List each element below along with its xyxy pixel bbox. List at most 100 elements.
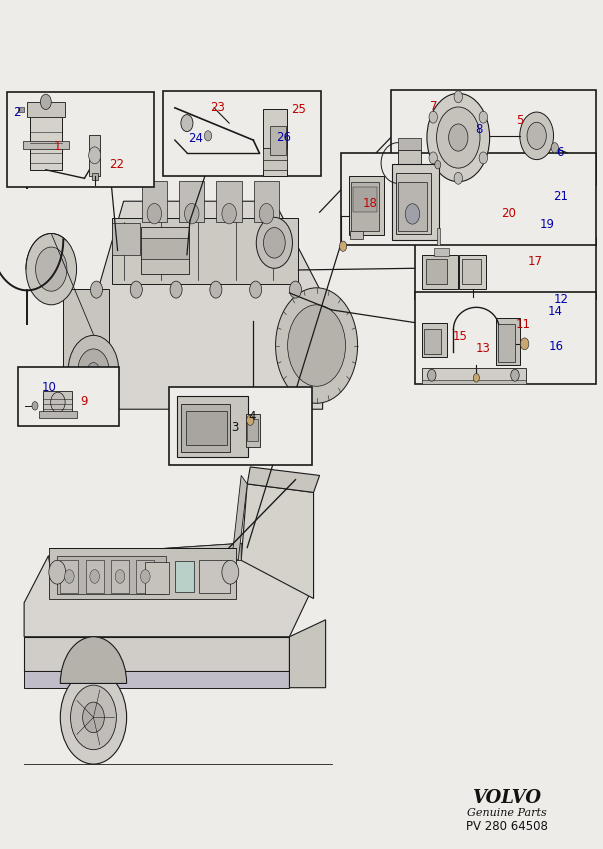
Wedge shape	[60, 637, 127, 683]
Bar	[92, 173, 98, 180]
Circle shape	[68, 335, 119, 407]
Circle shape	[454, 172, 463, 184]
Circle shape	[115, 570, 125, 583]
Text: 19: 19	[540, 218, 554, 232]
Circle shape	[36, 247, 67, 291]
Circle shape	[222, 204, 236, 224]
Text: 13: 13	[476, 341, 491, 355]
Bar	[263, 109, 287, 149]
Bar	[415, 238, 596, 299]
Circle shape	[454, 91, 463, 103]
Text: 5: 5	[516, 114, 523, 127]
Bar	[49, 548, 236, 599]
Bar	[39, 411, 77, 418]
Circle shape	[276, 288, 358, 403]
Polygon shape	[112, 218, 298, 284]
Bar	[163, 91, 321, 176]
Bar	[247, 419, 258, 441]
Bar	[263, 148, 287, 163]
Bar	[398, 138, 421, 150]
Circle shape	[435, 160, 441, 169]
Circle shape	[90, 570, 99, 583]
Circle shape	[89, 147, 101, 164]
Text: 20: 20	[501, 207, 516, 221]
Bar	[142, 181, 167, 222]
Bar	[437, 228, 440, 245]
Bar	[60, 560, 78, 593]
Text: 16: 16	[549, 340, 563, 353]
Polygon shape	[247, 467, 320, 492]
Circle shape	[65, 570, 74, 583]
Bar	[145, 562, 169, 594]
Circle shape	[527, 122, 546, 149]
Polygon shape	[232, 475, 247, 560]
Bar	[263, 160, 287, 170]
Text: 26: 26	[276, 131, 291, 144]
Text: 10: 10	[42, 381, 57, 395]
Bar	[175, 561, 194, 592]
Bar	[422, 368, 526, 382]
Text: 24: 24	[189, 132, 203, 145]
Circle shape	[264, 228, 285, 258]
Bar	[462, 259, 481, 284]
Circle shape	[429, 111, 437, 123]
Bar	[18, 107, 24, 112]
Bar	[398, 150, 421, 176]
Bar	[141, 228, 189, 274]
Text: 25: 25	[291, 103, 306, 116]
Polygon shape	[289, 620, 326, 688]
Circle shape	[40, 94, 51, 110]
Circle shape	[511, 369, 519, 381]
Circle shape	[26, 233, 77, 305]
Circle shape	[551, 143, 558, 153]
Bar	[349, 176, 384, 235]
Bar	[459, 255, 486, 289]
Bar	[169, 387, 312, 465]
Bar	[398, 182, 427, 231]
Circle shape	[147, 204, 162, 224]
Bar	[422, 323, 447, 357]
Text: 2: 2	[13, 105, 21, 119]
Circle shape	[78, 349, 109, 393]
Bar	[7, 92, 154, 187]
Polygon shape	[24, 637, 289, 671]
Text: 21: 21	[554, 190, 568, 204]
Bar	[254, 181, 279, 222]
Circle shape	[479, 152, 488, 164]
Bar	[353, 187, 377, 212]
Bar	[216, 181, 242, 222]
Text: VOLVO: VOLVO	[472, 789, 541, 807]
Circle shape	[87, 363, 99, 380]
Circle shape	[250, 281, 262, 298]
Bar	[496, 318, 520, 365]
Bar	[57, 556, 166, 594]
Circle shape	[405, 204, 420, 224]
Circle shape	[210, 281, 222, 298]
Circle shape	[71, 685, 116, 750]
Circle shape	[60, 671, 127, 764]
Circle shape	[449, 124, 468, 151]
Text: 22: 22	[109, 158, 124, 171]
Circle shape	[185, 204, 199, 224]
Circle shape	[437, 107, 480, 168]
Polygon shape	[63, 201, 323, 409]
Polygon shape	[24, 671, 289, 688]
Circle shape	[428, 369, 436, 381]
Circle shape	[339, 241, 347, 251]
Text: 8: 8	[476, 122, 483, 136]
Bar	[199, 560, 230, 593]
Circle shape	[479, 111, 488, 123]
Bar	[424, 329, 441, 354]
Bar	[23, 141, 69, 149]
Circle shape	[170, 281, 182, 298]
Bar	[186, 411, 227, 445]
Bar	[351, 182, 379, 231]
Bar	[246, 414, 260, 447]
Circle shape	[32, 402, 38, 410]
Circle shape	[181, 115, 193, 132]
Bar	[111, 560, 129, 593]
Polygon shape	[241, 484, 314, 599]
Circle shape	[222, 560, 239, 584]
Circle shape	[259, 204, 274, 224]
Text: 17: 17	[528, 255, 542, 268]
